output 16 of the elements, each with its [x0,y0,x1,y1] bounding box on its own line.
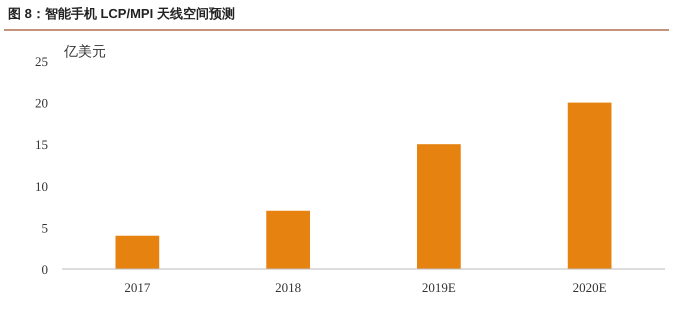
y-axis-title: 亿美元 [63,43,106,59]
x-tick-label: 2020E [572,280,607,295]
y-tick-label: 20 [35,96,48,111]
y-tick-label: 5 [42,220,48,236]
y-tick-label: 25 [35,54,48,69]
y-tick-label: 15 [35,137,48,152]
x-tick-label: 2019E [422,280,456,295]
bar [266,210,310,269]
chart-title: 图 8：智能手机 LCP/MPI 天线空间预测 [8,6,235,21]
x-tick-label: 2018 [275,280,302,295]
bar [116,236,160,269]
x-tick-label: 2017 [124,280,151,295]
y-tick-label: 10 [35,178,48,194]
bar [417,144,461,269]
y-tick-label: 0 [42,262,48,277]
bar [568,102,612,269]
